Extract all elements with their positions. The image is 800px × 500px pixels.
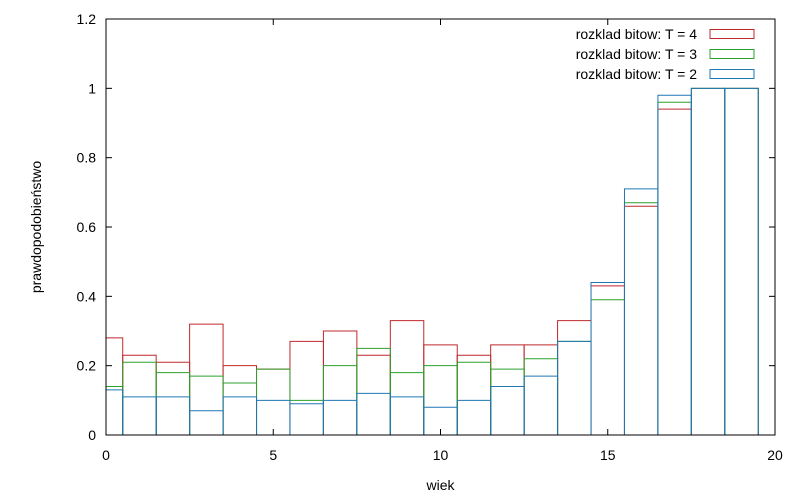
legend-label-2: rozklad bitow: T = 2 (576, 66, 697, 82)
bar-series-1-bin-0 (105, 385, 124, 435)
bar-series-1-bin-8 (356, 347, 391, 435)
bar-series-0-bin-9 (389, 320, 425, 435)
bar-series-2-bin-1 (122, 396, 157, 435)
bar-series-1-bin-3 (189, 375, 224, 435)
bar-series-0-bin-10 (423, 344, 458, 435)
bar-series-1-bin-12 (490, 368, 525, 435)
bar-series-1-bin-9 (389, 372, 425, 435)
y-axis-label: prawdopodobieństwo (28, 161, 44, 294)
bar-series-2-bin-9 (389, 396, 425, 435)
bar-series-1-bin-10 (423, 365, 458, 435)
bar-series-2-bin-0 (105, 389, 124, 435)
ticks-layer: 0 5 10 15 20 0 0.2 0.4 0.6 0.8 1 1.2 (77, 11, 783, 463)
y-tick-label: 0.6 (77, 219, 97, 235)
bar-series-0-bin-16 (623, 205, 659, 435)
y-tick-label: 1.2 (77, 11, 97, 27)
legend-swatch-0 (709, 29, 755, 39)
bar-series-2-bin-14 (557, 340, 592, 435)
bar-series-2-bin-15 (590, 281, 625, 435)
bar-series-0-bin-5 (256, 368, 291, 435)
legend-swatch-2 (709, 69, 755, 79)
legend: rozklad bitow: T = 4 rozklad bitow: T = 3… (576, 26, 755, 82)
bar-series-0-bin-6 (289, 340, 324, 435)
bar-series-2-bin-13 (523, 375, 559, 435)
y-tick-label: 0.8 (77, 150, 97, 166)
bar-series-1-bin-13 (523, 358, 559, 435)
bar-series-1-bin-19 (724, 87, 759, 435)
bar-series-2-bin-7 (322, 399, 358, 435)
bar-series-1-bin-14 (557, 340, 592, 435)
x-tick-label: 5 (269, 447, 277, 463)
bar-series-2-bin-8 (356, 392, 391, 435)
bar-series-2-bin-2 (155, 396, 191, 435)
bar-series-0-bin-2 (155, 361, 191, 435)
bar-series-1-bin-6 (289, 399, 324, 435)
y-tick-label: 1 (88, 80, 96, 96)
bar-series-1-bin-18 (690, 87, 726, 435)
bar-series-2-bin-16 (623, 188, 659, 435)
bar-series-2-bin-11 (456, 399, 492, 435)
y-tick-label: 0 (88, 427, 96, 443)
bar-series-2-bin-19 (724, 87, 759, 435)
bar-series-0-bin-17 (657, 108, 692, 435)
bar-series-1-bin-1 (122, 361, 157, 435)
bar-series-0-bin-4 (222, 365, 258, 435)
x-tick-label: 0 (102, 447, 110, 463)
bar-series-0-bin-11 (456, 354, 492, 435)
bar-series-0-bin-15 (590, 285, 625, 435)
bar-series-0-bin-7 (322, 330, 358, 435)
bar-series-1-bin-2 (155, 372, 191, 435)
x-tick-label: 20 (767, 447, 783, 463)
bar-series-2-bin-4 (222, 396, 258, 435)
bar-series-0-bin-14 (557, 320, 592, 435)
bar-series-0-bin-12 (490, 344, 525, 435)
bar-series-0-bin-18 (690, 87, 726, 435)
bar-series-2-bin-3 (189, 410, 224, 435)
bar-series-1-bin-5 (256, 368, 291, 435)
legend-label-0: rozklad bitow: T = 4 (576, 26, 697, 42)
y-tick-label: 0.4 (77, 288, 97, 304)
bar-series-1-bin-4 (222, 382, 258, 435)
bar-series-0-bin-19 (724, 87, 759, 435)
bar-series-0-bin-8 (356, 354, 391, 435)
bar-series-1-bin-17 (657, 101, 692, 435)
bar-series-2-bin-12 (490, 385, 525, 435)
x-tick-label: 15 (600, 447, 616, 463)
x-tick-label: 10 (433, 447, 449, 463)
x-axis-label: wiek (425, 477, 455, 493)
legend-label-1: rozklad bitow: T = 3 (576, 46, 697, 62)
bar-series-2-bin-17 (657, 94, 692, 435)
bar-series-0-bin-1 (122, 354, 157, 435)
bars-layer (105, 87, 759, 435)
bar-series-2-bin-18 (690, 87, 726, 435)
bar-series-1-bin-11 (456, 361, 492, 435)
bar-series-1-bin-16 (623, 202, 659, 435)
bar-series-2-bin-6 (289, 403, 324, 435)
bar-series-1-bin-15 (590, 299, 625, 435)
y-tick-label: 0.2 (77, 358, 97, 374)
bar-series-0-bin-3 (189, 323, 224, 435)
legend-swatch-1 (709, 49, 755, 59)
